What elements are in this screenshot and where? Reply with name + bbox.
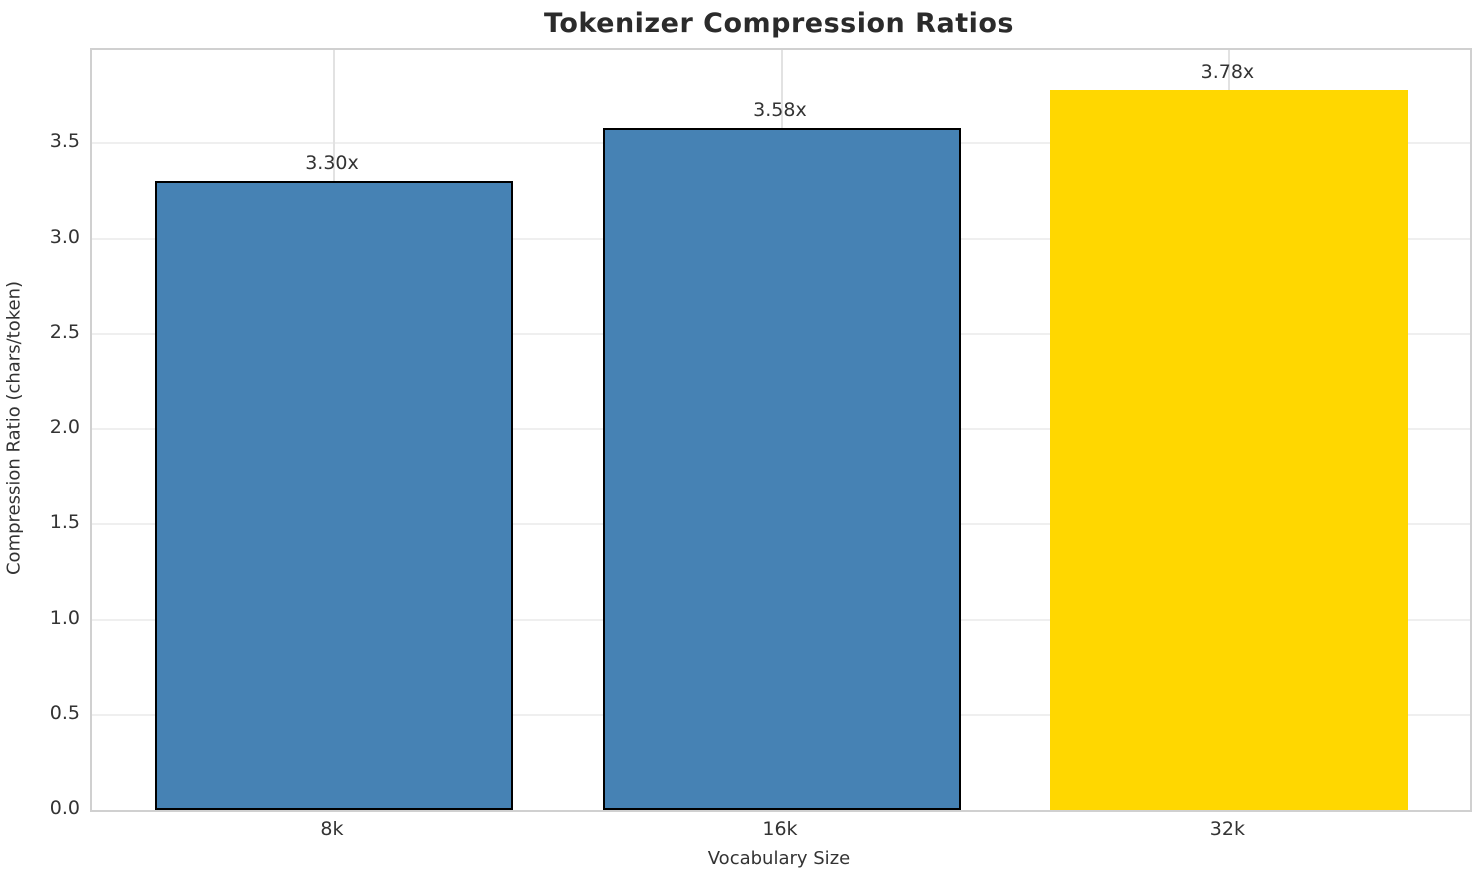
ytick-label-1.5: 1.5	[49, 511, 80, 534]
bar-value-label-8k: 3.30x	[305, 152, 359, 175]
bar-8k	[154, 181, 513, 810]
bar-value-label-32k: 3.78x	[1200, 61, 1255, 83]
ytick-label-2.5: 2.5	[49, 320, 80, 343]
bar-16k	[602, 128, 961, 810]
bar-32k	[1050, 90, 1409, 810]
ytick-label-2.0: 2.0	[49, 416, 80, 439]
xtick-label-8k: 8k	[320, 818, 344, 840]
ytick-label-0.0: 0.0	[49, 797, 80, 819]
plot-area	[90, 48, 1472, 812]
bar-value-label-16k: 3.58x	[753, 99, 807, 122]
chart-title: Tokenizer Compression Ratios	[544, 8, 1014, 39]
ytick-label-0.5: 0.5	[49, 701, 80, 724]
ytick-label-1.0: 1.0	[49, 606, 80, 629]
xtick-label-32k: 32k	[1209, 818, 1245, 840]
x-axis-label: Vocabulary Size	[707, 848, 851, 869]
xtick-label-16k: 16k	[762, 818, 798, 840]
ytick-label-3.5: 3.5	[49, 130, 80, 153]
ytick-label-3.0: 3.0	[49, 225, 80, 248]
